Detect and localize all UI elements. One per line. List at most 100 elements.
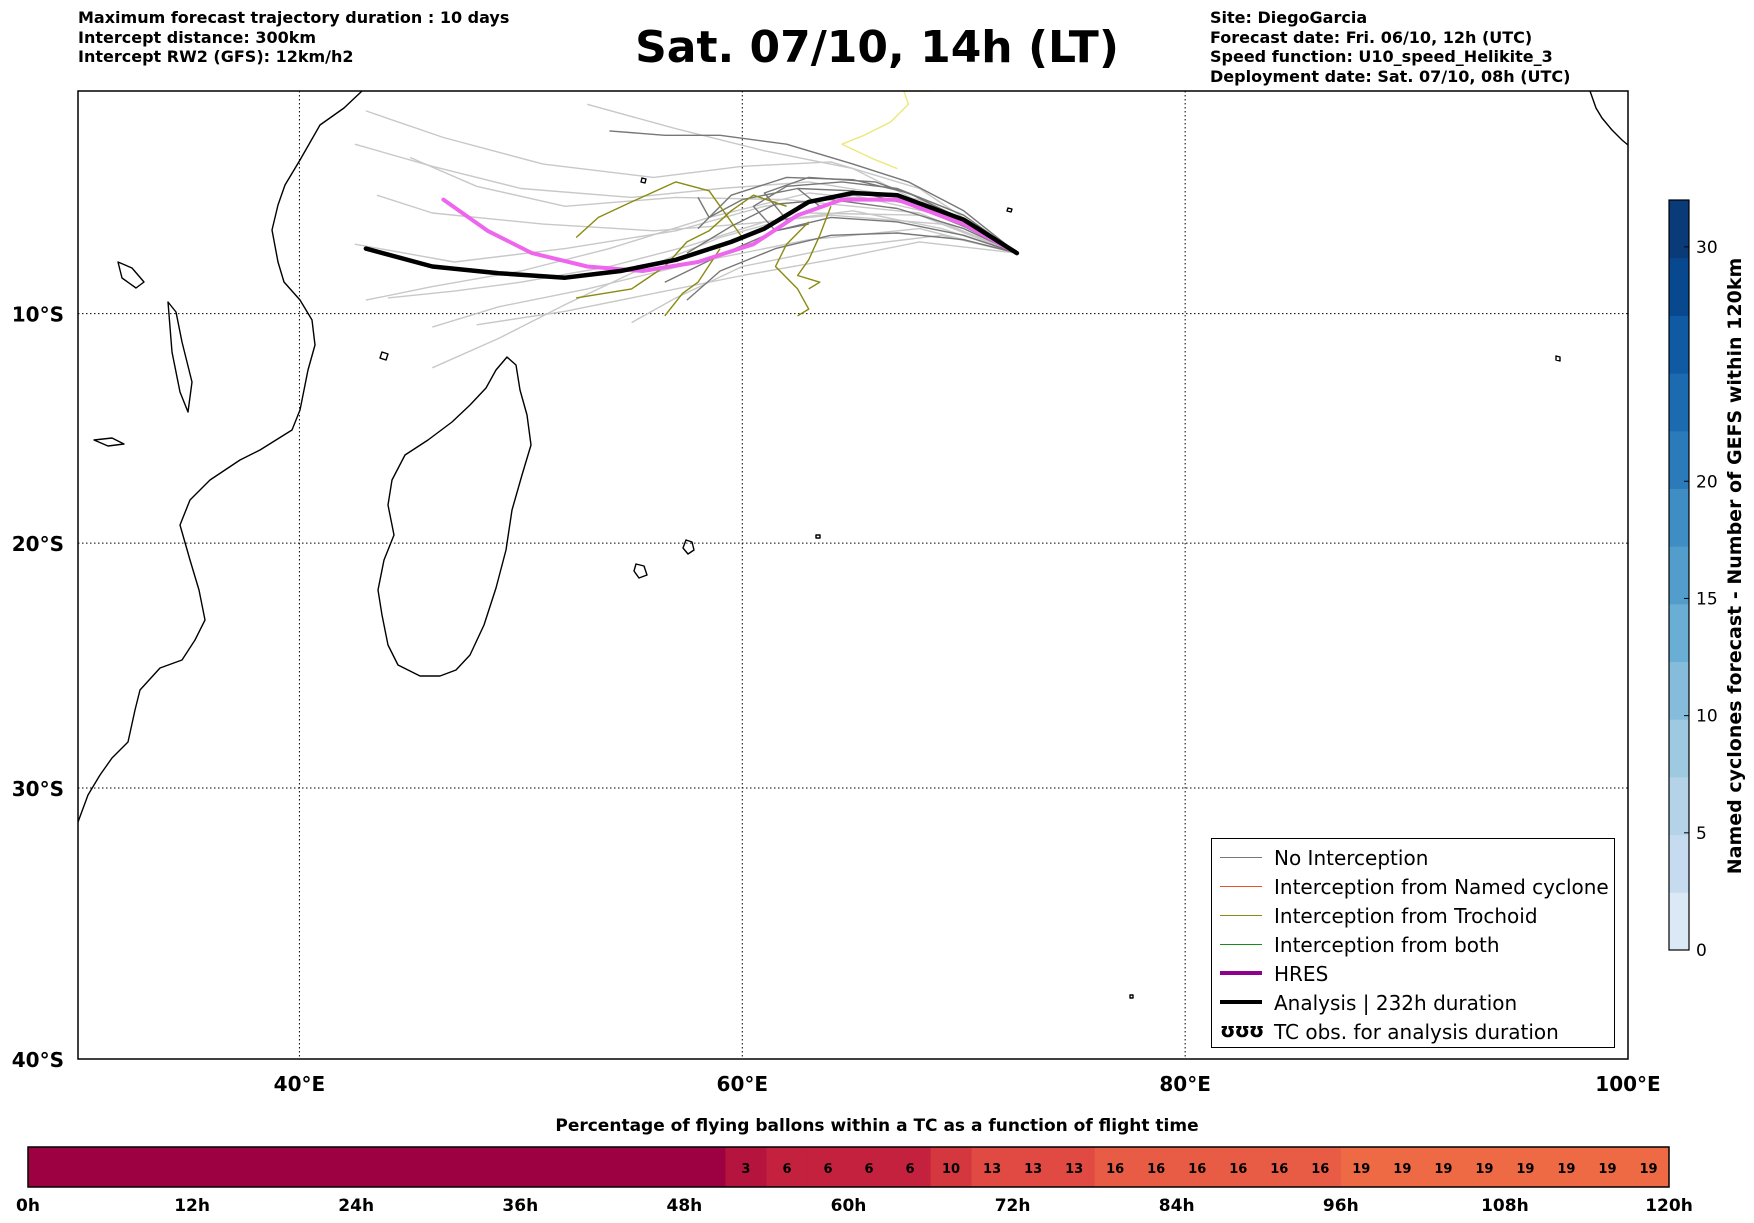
y-tick-label: 10°S [12,303,64,327]
legend-swatch [1220,944,1262,945]
colorbar: 0 5 10 15 20 30 [1668,199,1718,961]
ensemble-trajectory [476,241,1017,326]
legend-item-tc-obs: ʊʊʊ TC obs. for analysis duration [1212,1018,1614,1047]
legend-label: Analysis | 232h duration [1274,991,1518,1015]
small-island-2 [93,437,125,447]
percentage-tick-label: 96h [1322,1196,1359,1216]
map-grid [78,91,1628,1059]
deployment-date-text: Deployment date: Sat. 07/10, 08h (UTC) [1210,66,1571,86]
chagos-island [1006,207,1013,213]
legend-item-hres: HRES [1212,960,1614,989]
colorbar-segment [1669,257,1689,316]
ensemble-trajectory [841,91,931,170]
legend-item-analysis: Analysis | 232h duration [1212,989,1614,1018]
ensemble-trajectory [376,194,1018,254]
x-tick-label: 40°E [274,1072,326,1096]
india-coastline [1589,91,1628,146]
ensemble-trajectory [576,194,787,299]
ensemble-trajectory [575,181,743,239]
colorbar-tick-label: 15 [1696,589,1718,609]
intercept-rw2-text: Intercept RW2 (GFS): 12km/h2 [78,47,354,66]
legend-item-trochoid: Interception from Trochoid [1212,902,1614,931]
legend-label: TC obs. for analysis duration [1274,1020,1559,1044]
percentage-tick-label: 24h [338,1196,375,1216]
colorbar-label: Named cyclones forecast - Number of GEFS… [1724,258,1746,875]
trajectory-lines [354,91,1020,369]
y-tick-label: 20°S [12,532,64,556]
colorbar-segment [1669,430,1689,489]
percentage-tick-label: 84h [1158,1196,1195,1216]
seychelles-island [640,177,647,184]
ensemble-trajectory [631,234,1018,324]
percentage-tick-label: 12h [174,1196,210,1216]
percentage-tick-label: 60h [830,1196,867,1216]
percentage-tick-label: 120h [1645,1196,1693,1216]
ensemble-trajectory [354,143,1018,254]
site-text: Site: DiegoGarcia [1210,8,1368,27]
percentage-bar-title: Percentage of flying ballons within a TC… [555,1116,1199,1136]
colorbar-segment [1669,315,1689,374]
percentage-tick-label: 108h [1481,1196,1529,1216]
ensemble-trajectory [664,248,721,317]
legend-swatch [1220,915,1262,916]
header-right-info: Site: DiegoGarcia Forecast date: Fri. 06… [1210,8,1570,86]
ensemble-trajectory [432,212,1018,369]
colorbar-segment [1669,488,1689,547]
colorbar-segment [1669,373,1689,432]
legend: No Interception Interception from Named … [1211,838,1615,1048]
ensemble-trajectory [774,221,810,317]
colorbar-segment [1669,546,1689,605]
colorbar-segment [1669,661,1689,720]
lake-outline [167,301,193,413]
rodrigues-island [815,534,821,539]
mafia-island [117,261,145,289]
colorbar-tick-label: 20 [1696,472,1718,492]
colorbar-segment [1669,603,1689,663]
forecast-date-text: Forecast date: Fri. 06/10, 12h (UTC) [1210,27,1533,47]
percentage-tick-label: 0h [16,1196,40,1216]
legend-item-named-cyclone: Interception from Named cyclone [1212,873,1614,902]
percentage-tick-label: 48h [666,1196,703,1216]
amsterdam-island [1129,994,1134,999]
axis-tick-labels: 40°E 60°E 80°E 100°E 10°S 20°S 30°S 40°S [12,303,1661,1096]
colorbar-tick-label: 30 [1696,238,1718,258]
colorbar-tick-label: 10 [1696,707,1718,727]
reunion-island [633,563,648,579]
colorbar-segment [1669,200,1689,259]
legend-item-both: Interception from both [1212,931,1614,960]
colorbar-segment [1669,834,1689,893]
ensemble-trajectory [609,130,1018,254]
map-border [77,90,1629,1060]
colorbar-segment [1669,892,1689,951]
percentage-tick-label: 36h [502,1196,539,1216]
ensemble-trajectory [409,156,1018,254]
colorbar-border [1668,199,1690,951]
x-tick-label: 60°E [717,1072,769,1096]
legend-label: HRES [1274,962,1329,986]
tc-symbol-icon: ʊʊʊ [1220,1018,1264,1042]
colorbar-segment [1669,719,1689,778]
hres-trajectory [441,197,1019,273]
comoros-island [379,351,389,361]
max-duration-text: Maximum forecast trajectory duration : 1… [78,8,510,27]
madagascar-coastline [377,356,532,677]
x-tick-label: 80°E [1159,1072,1211,1096]
header-left-info: Maximum forecast trajectory duration : 1… [78,8,509,67]
ensemble-trajectory [796,206,832,290]
ensemble-trajectory [387,210,1018,299]
main-title: Sat. 07/10, 14h (LT) [635,22,1119,73]
speed-function-text: Speed function: U10_speed_Helikite_3 [1210,47,1553,66]
coastlines [78,91,1628,999]
legend-label: Interception from Trochoid [1274,904,1538,928]
percentage-tick-label: 72h [994,1196,1031,1216]
y-tick-label: 30°S [12,777,64,801]
africa-coastline [78,91,363,823]
legend-swatch [1220,1000,1262,1004]
legend-label: Interception from Named cyclone [1274,875,1609,899]
legend-label: Interception from both [1274,933,1500,957]
legend-item-no-interception: No Interception [1212,844,1614,873]
legend-swatch [1220,971,1262,975]
colorbar-tick-label: 5 [1696,824,1707,844]
colorbar-tick-label: 0 [1696,941,1707,961]
